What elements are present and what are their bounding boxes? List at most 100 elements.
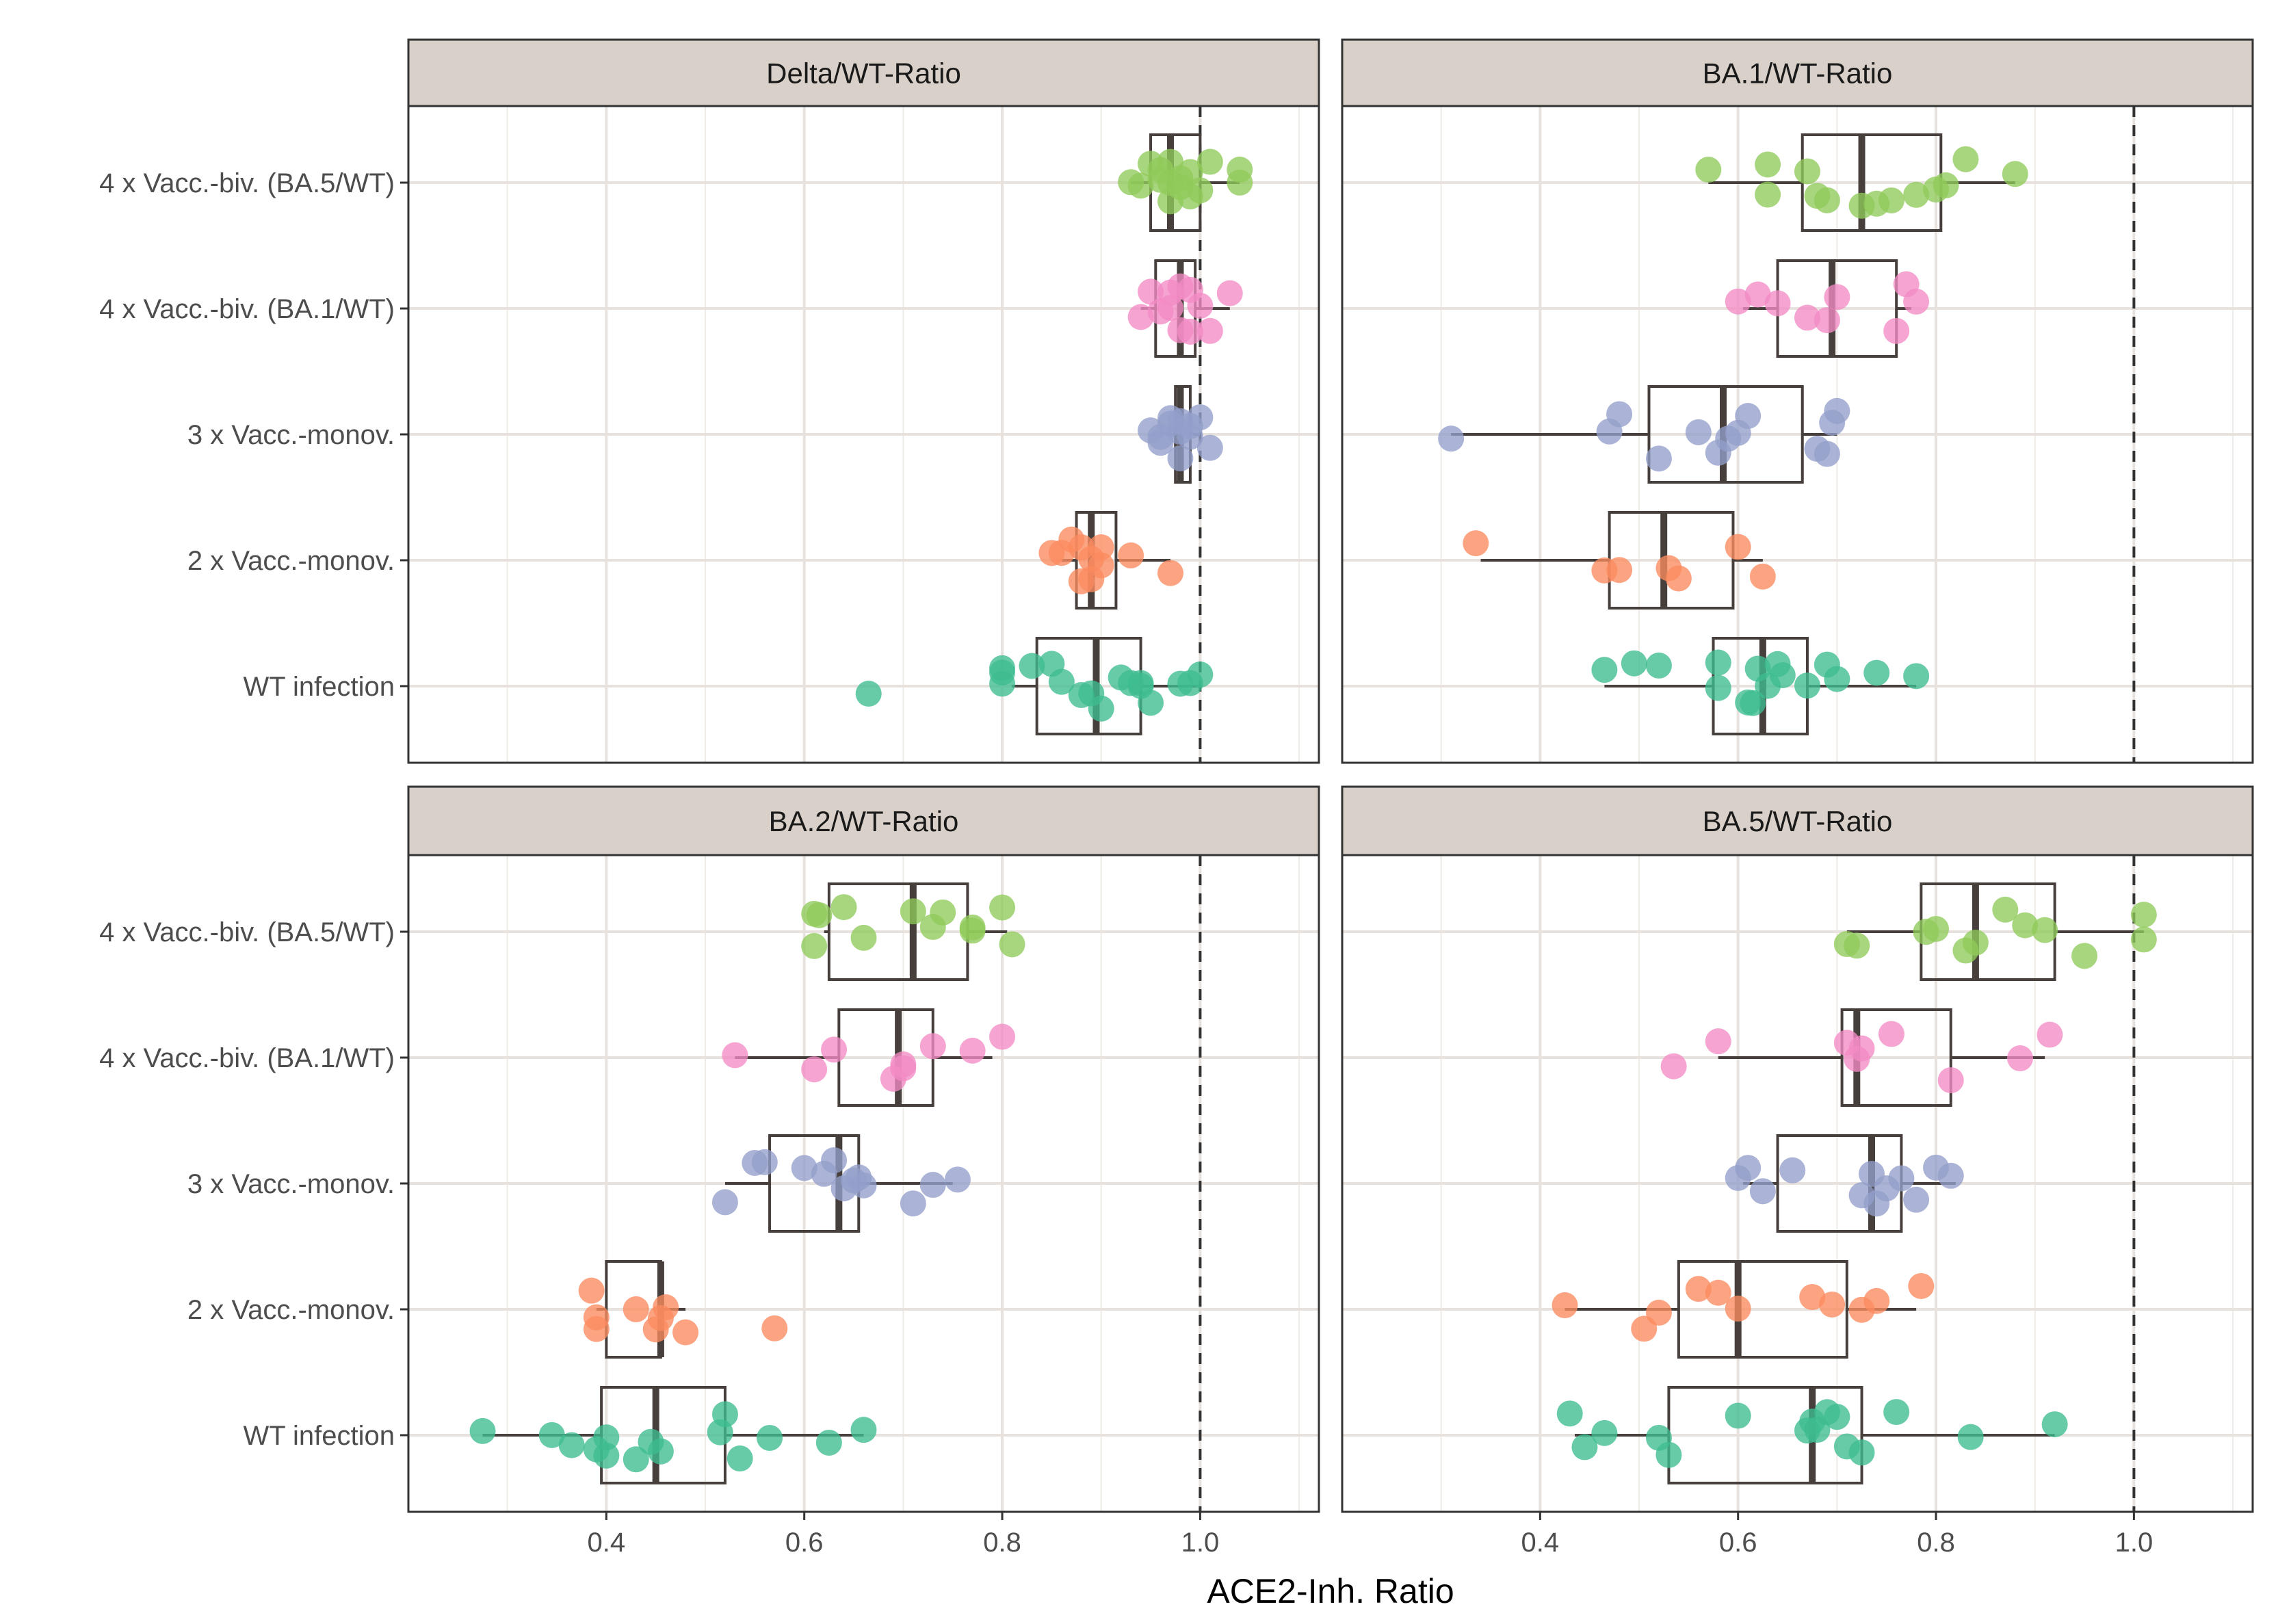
data-point [1216, 280, 1243, 306]
series-4-x-vacc-biv-ba-5-wt [1695, 133, 2028, 232]
data-point [1903, 288, 1930, 315]
data-point [1749, 563, 1776, 590]
data-point [801, 1056, 828, 1083]
data-point [1591, 1419, 1618, 1446]
data-point [1740, 690, 1766, 716]
data-point [1725, 1402, 1751, 1429]
series-2-x-vacc-monov [578, 1260, 788, 1359]
data-point [761, 1315, 788, 1341]
strip-background [407, 785, 1320, 856]
data-point [1187, 292, 1214, 319]
data-point [1888, 1165, 1915, 1192]
data-point [593, 1442, 620, 1469]
data-point [900, 1190, 926, 1217]
data-point [653, 1294, 679, 1321]
data-point [1606, 557, 1633, 584]
data-point [1138, 278, 1164, 305]
data-point [1088, 695, 1114, 722]
strip-label: BA.2/WT-Ratio [769, 805, 959, 837]
box [1840, 1008, 1952, 1107]
data-point [944, 1166, 971, 1193]
series-4-x-vacc-biv-ba-5-wt [1833, 882, 2157, 981]
data-point [1814, 307, 1840, 334]
data-point [1552, 1292, 1578, 1319]
series-2-x-vacc-monov [1552, 1260, 1935, 1359]
panel-delta-wt-ratio: Delta/WT-Ratio 4 x Vacc.-biv. (BA.5/WT) 4 … [99, 38, 1320, 764]
data-point [1645, 1299, 1672, 1326]
series-4-x-vacc-biv-ba-5-wt [1118, 133, 1253, 232]
data-point [2037, 1021, 2063, 1048]
data-point [711, 1401, 738, 1428]
data-point [1591, 657, 1618, 683]
data-point [1824, 1404, 1850, 1430]
data-point [1937, 1067, 1964, 1094]
data-point [1196, 317, 1223, 344]
data-point [959, 1037, 986, 1064]
data-point [711, 1189, 738, 1216]
data-point [593, 1424, 620, 1451]
data-point [1794, 672, 1820, 699]
series-3-x-vacc-monov [1138, 385, 1223, 484]
data-point [1779, 1157, 1806, 1183]
series-4-x-vacc-biv-ba-1-wt [1127, 259, 1243, 358]
data-point [558, 1432, 585, 1458]
data-point [821, 1036, 848, 1063]
y-tick-label: 3 x Vacc.-monov. [187, 1169, 395, 1199]
data-point [1952, 146, 1979, 172]
data-point [1118, 542, 1144, 568]
data-point [850, 1417, 877, 1443]
data-point [1957, 1424, 1984, 1450]
data-point [1735, 1155, 1762, 1181]
series-wt-infection [1591, 637, 1930, 735]
data-point [1903, 663, 1930, 690]
x-tick-label: 0.6 [1719, 1528, 1757, 1558]
data-point [919, 1172, 946, 1199]
data-point [722, 1042, 748, 1069]
x-tick-label: 1.0 [1181, 1528, 1220, 1558]
series-4-x-vacc-biv-ba-1-wt [722, 1008, 1016, 1107]
data-point [1735, 403, 1762, 430]
data-point [959, 914, 986, 941]
data-point [791, 1155, 817, 1181]
data-point [919, 1033, 946, 1060]
series-2-x-vacc-monov [1038, 511, 1183, 610]
data-point [1695, 157, 1722, 183]
data-point [1744, 281, 1771, 308]
data-point [850, 924, 877, 951]
data-point [1147, 430, 1174, 456]
data-point [1127, 670, 1154, 696]
series-wt-infection [469, 1386, 877, 1484]
data-point [1157, 560, 1183, 586]
data-point [2002, 161, 2028, 187]
data-point [1883, 317, 1910, 344]
series-3-x-vacc-monov [711, 1134, 971, 1233]
data-point [1749, 1178, 1776, 1205]
y-tick-label: WT infection [243, 1421, 395, 1451]
x-tick-label: 0.4 [588, 1528, 626, 1558]
data-point [855, 681, 882, 707]
data-point [1705, 1279, 1731, 1306]
data-point [1755, 151, 1781, 178]
data-point [930, 899, 956, 926]
data-point [726, 1445, 753, 1472]
data-point [1177, 318, 1203, 345]
data-point [538, 1422, 565, 1448]
strip-background [1341, 785, 2254, 856]
data-point [830, 894, 857, 921]
strip-label: BA.5/WT-Ratio [1703, 805, 1893, 837]
data-point [989, 894, 1016, 921]
y-tick-label: 4 x Vacc.-biv. (BA.5/WT) [99, 168, 395, 198]
x-tick-label: 0.8 [983, 1528, 1021, 1558]
data-point [1571, 1434, 1598, 1461]
data-point [1645, 652, 1672, 679]
data-point [1196, 148, 1223, 175]
x-tick-label: 0.6 [785, 1528, 824, 1558]
data-point [815, 1429, 842, 1456]
data-point [1725, 1295, 1751, 1322]
data-point [1863, 659, 1890, 686]
data-point [1908, 1272, 1935, 1299]
y-tick-label: 4 x Vacc.-biv. (BA.1/WT) [99, 294, 395, 324]
data-point [647, 1438, 674, 1465]
data-point [2130, 926, 2157, 953]
